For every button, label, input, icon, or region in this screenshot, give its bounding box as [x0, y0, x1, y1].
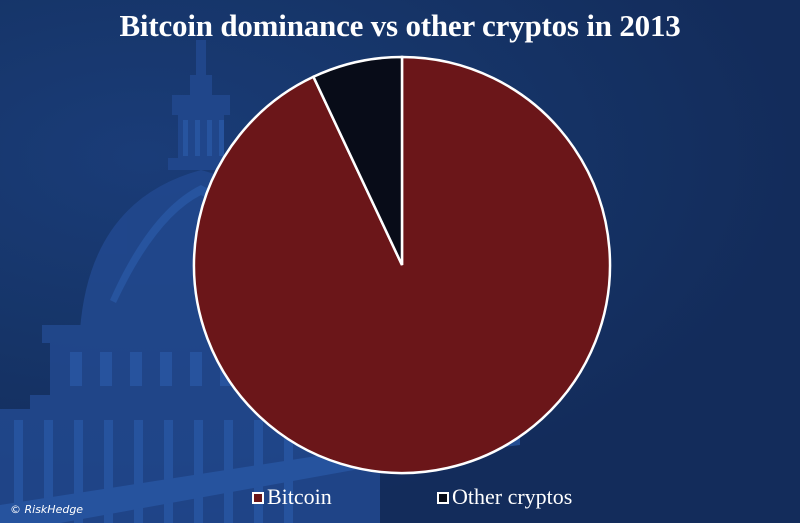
legend-item-bitcoin[interactable]: Bitcoin: [252, 484, 332, 510]
copyright-credit: © RiskHedge: [10, 503, 84, 516]
legend-swatch-other-cryptos: [437, 492, 449, 504]
pie-slice-other-cryptos[interactable]: [311, 55, 404, 266]
legend-item-other-cryptos[interactable]: Other cryptos: [437, 484, 572, 510]
chart-legend: Bitcoin Other cryptos: [0, 484, 800, 510]
chart-title: Bitcoin dominance vs other cryptos in 20…: [119, 8, 681, 43]
legend-label-bitcoin: Bitcoin: [267, 484, 332, 509]
legend-swatch-bitcoin: [252, 492, 264, 504]
legend-label-other-cryptos: Other cryptos: [452, 484, 573, 509]
